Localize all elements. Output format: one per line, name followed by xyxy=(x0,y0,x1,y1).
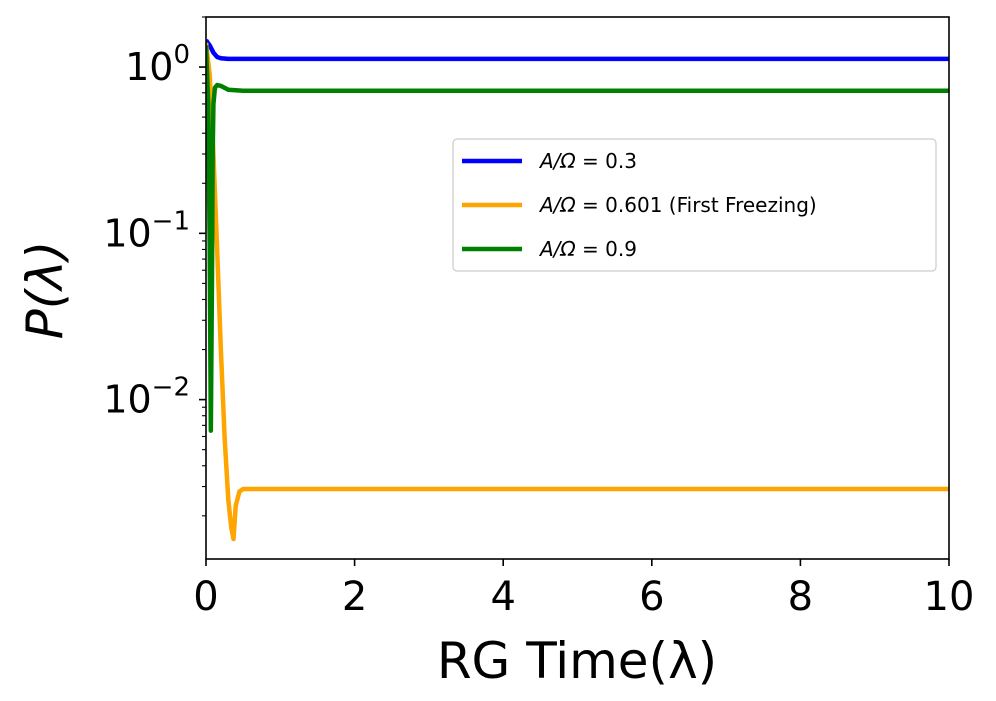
y-tick-label: 10−1 xyxy=(103,206,190,255)
x-axis-label: RG Time(λ) xyxy=(437,632,717,690)
series-line-3 xyxy=(206,45,949,433)
x-tick-label: 10 xyxy=(924,574,975,620)
series-line-1 xyxy=(206,38,949,62)
x-tick-label: 4 xyxy=(490,574,515,620)
y-tick-label: 10−2 xyxy=(103,373,190,422)
x-tick-label: 8 xyxy=(788,574,813,620)
x-tick-label: 0 xyxy=(193,574,218,620)
legend-label-2: A/Ω = 0.601 (First Freezing) xyxy=(538,193,817,217)
series-layer xyxy=(206,38,949,542)
y-axis-ticks: 100 10−1 10−2 xyxy=(103,16,206,517)
y-axis-label: P(λ) xyxy=(16,241,74,340)
plot-frame xyxy=(205,16,950,560)
legend: A/Ω = 0.3 A/Ω = 0.601 (First Freezing) A/Ω… xyxy=(452,138,937,272)
legend-box xyxy=(452,138,937,272)
x-axis-ticks: 0 2 4 6 8 10 xyxy=(193,559,974,620)
x-tick-label: 6 xyxy=(639,574,664,620)
series-line-2 xyxy=(206,42,949,542)
legend-label-3: A/Ω = 0.9 xyxy=(538,237,637,261)
y-tick-label: 100 xyxy=(125,40,190,89)
legend-label-1: A/Ω = 0.3 xyxy=(538,149,637,173)
x-tick-label: 2 xyxy=(342,574,367,620)
